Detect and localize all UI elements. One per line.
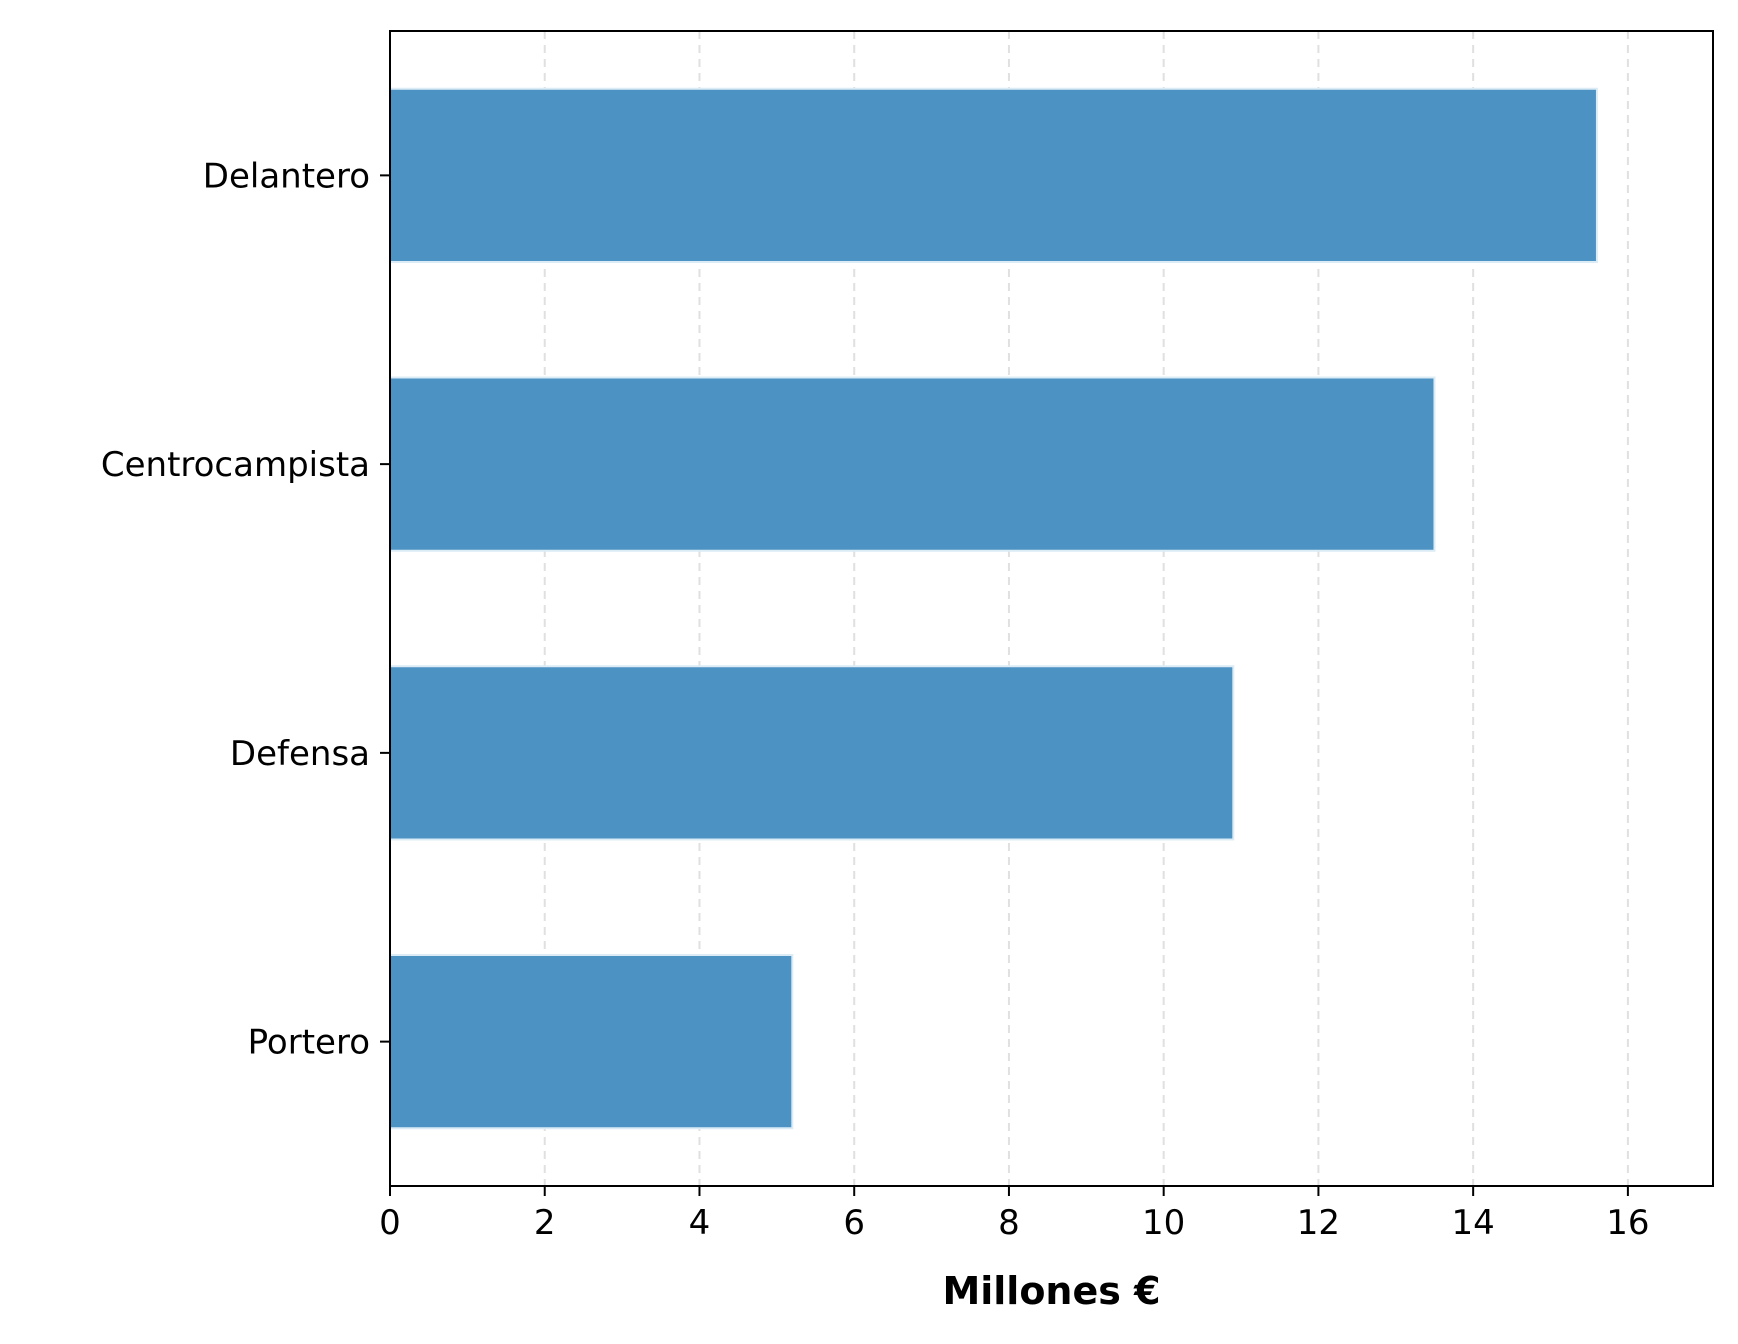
x-tick-label: 2 <box>534 1203 556 1243</box>
y-tick-label: Centrocampista <box>101 445 370 485</box>
bar-centrocampista <box>389 376 1436 552</box>
bar-portero <box>389 954 794 1130</box>
plot-frame <box>389 30 1714 1187</box>
bar-delantero <box>389 87 1598 263</box>
x-tick-label: 10 <box>1142 1203 1185 1243</box>
x-axis-label: Millones € <box>942 1269 1160 1313</box>
x-tick-label: 16 <box>1606 1203 1649 1243</box>
bars <box>389 87 1598 1130</box>
bar-defensa <box>389 665 1235 841</box>
y-axis-ticks: Portero Defensa Centrocampista Delantero <box>101 156 390 1063</box>
x-axis-ticks: 0 2 4 6 8 10 12 14 16 <box>379 1186 1650 1243</box>
x-tick-label: 4 <box>689 1203 711 1243</box>
x-tick-label: 12 <box>1297 1203 1340 1243</box>
y-tick-label: Delantero <box>203 156 370 196</box>
x-tick-label: 0 <box>379 1203 401 1243</box>
y-tick-label: Defensa <box>230 734 370 774</box>
x-tick-label: 14 <box>1452 1203 1495 1243</box>
y-tick-label: Portero <box>248 1023 370 1063</box>
x-tick-label: 8 <box>998 1203 1020 1243</box>
x-tick-label: 6 <box>843 1203 865 1243</box>
